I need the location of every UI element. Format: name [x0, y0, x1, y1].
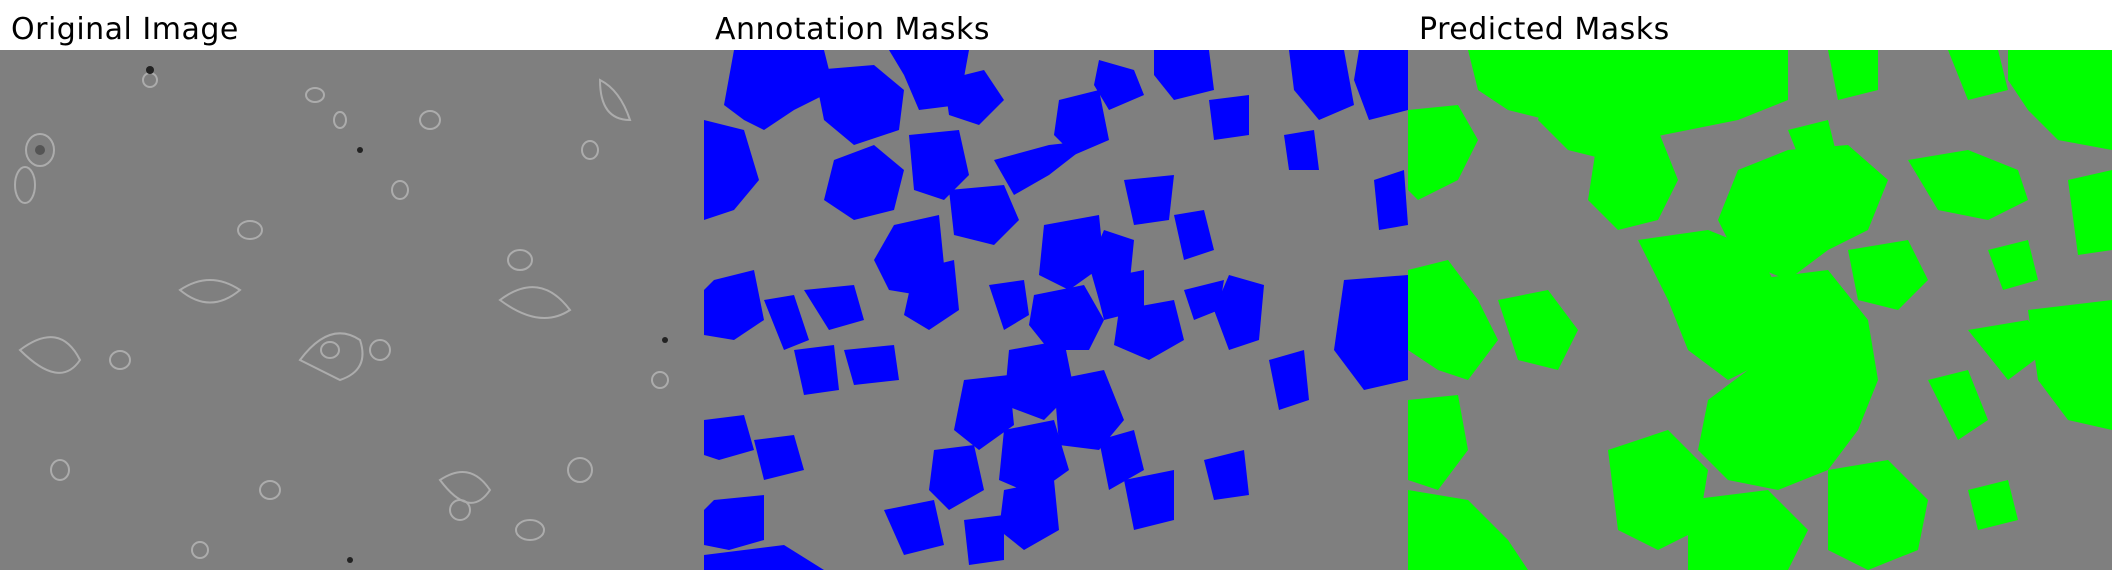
annotation-masks-panel: Annotation Masks [704, 0, 1408, 570]
annotation-masks-title: Annotation Masks [715, 12, 990, 47]
predicted-masks-image [1408, 50, 2112, 570]
original-micrograph [0, 50, 704, 570]
original-image-title: Original Image [11, 12, 239, 47]
annotation-masks-image [704, 50, 1408, 570]
predicted-masks-title: Predicted Masks [1419, 12, 1670, 47]
predicted-masks-panel: Predicted Masks [1408, 0, 2112, 570]
original-image-panel: Original Image [0, 0, 704, 570]
